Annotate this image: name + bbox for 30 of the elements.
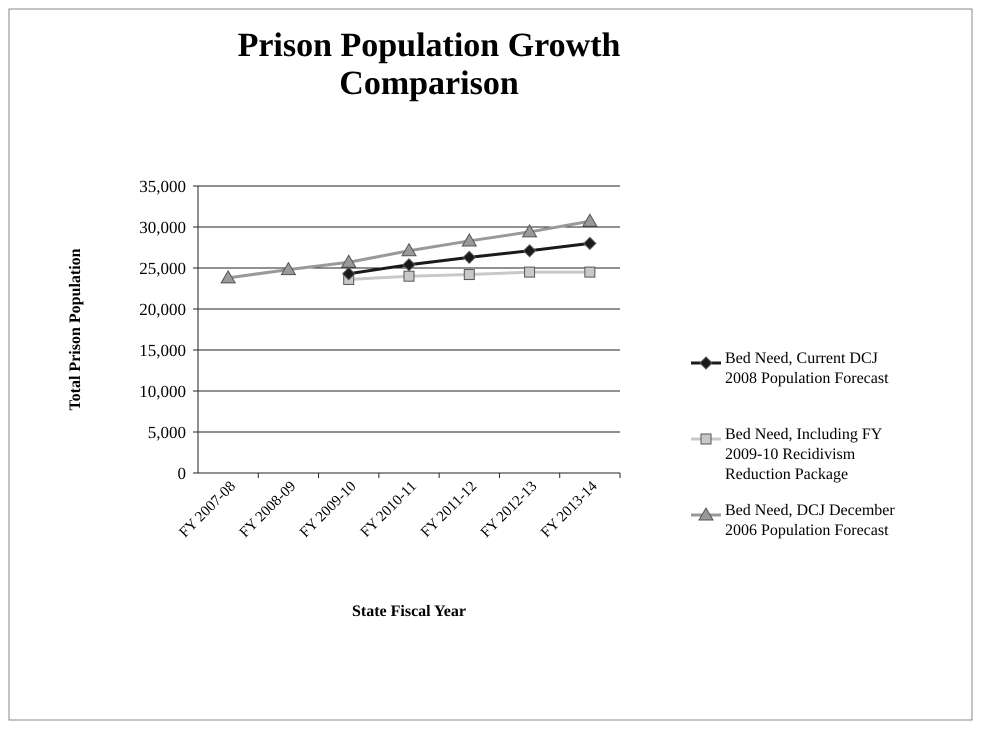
y-tick-label: 15,000: [139, 340, 186, 360]
legend-label: Bed Need, DCJ December 2006 Population Forecast: [725, 502, 896, 539]
point: [464, 269, 475, 280]
point: [582, 214, 598, 227]
point: [220, 270, 236, 284]
y-tick-label: 0: [178, 464, 186, 483]
y-tick-label: 35,000: [139, 176, 186, 196]
y-tick-label: 25,000: [139, 258, 186, 278]
point: [342, 267, 356, 280]
point: [522, 224, 538, 238]
y-tick-label: 5,000: [148, 422, 186, 442]
point: [462, 250, 476, 264]
chart-title: Prison Population Growth Comparison: [238, 27, 621, 102]
point: [583, 236, 596, 250]
point: [462, 233, 477, 246]
y-tick-label: 20,000: [139, 300, 186, 319]
point: [404, 270, 414, 282]
y-tick-label: 30,000: [139, 218, 186, 237]
point: [402, 258, 416, 272]
x-axis-title: State Fiscal Year: [352, 603, 466, 620]
point: [524, 266, 536, 278]
point: [402, 243, 416, 256]
y-tick-label: 10,000: [139, 382, 186, 401]
point: [584, 266, 596, 278]
point: [341, 254, 356, 268]
point: [523, 244, 536, 258]
legend-label: Bed Need, Current DCJ 2008 Population Forecast: [725, 350, 890, 387]
legend-label: Bed Need, Including FY 2009-10 Recidivism Reduction Package: [725, 426, 883, 483]
y-axis-title: Total Prison Population: [67, 248, 84, 411]
point: [280, 262, 296, 276]
